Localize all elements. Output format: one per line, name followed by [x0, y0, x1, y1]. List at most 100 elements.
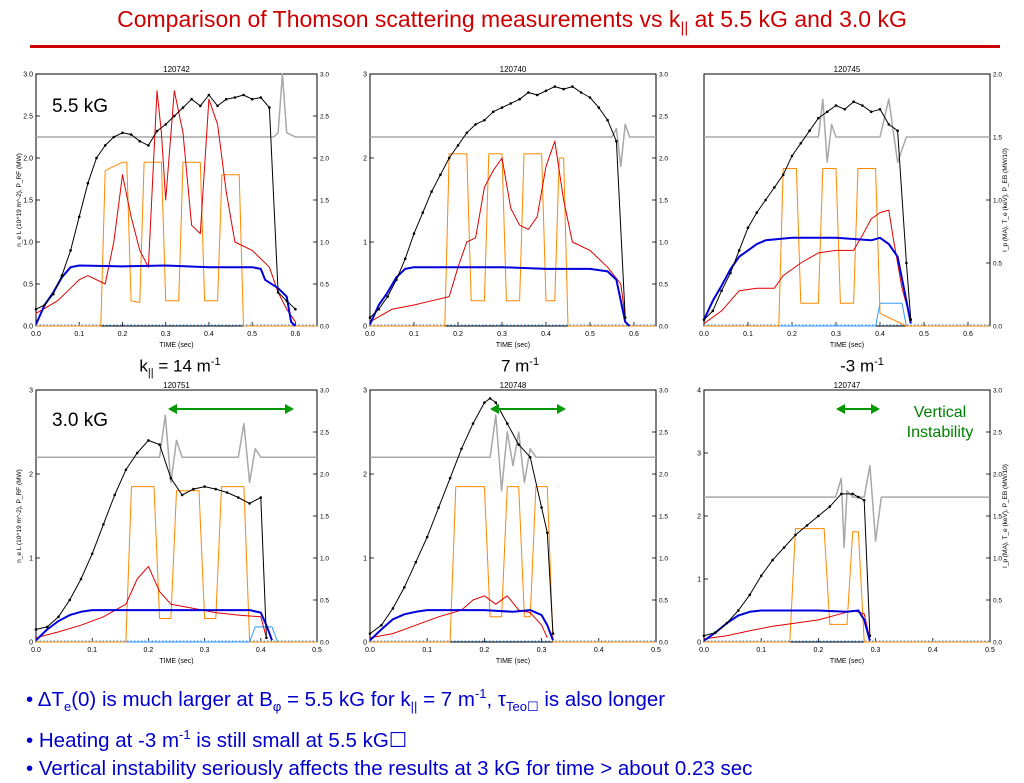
title-text: Comparison of Thomson scattering measure… [117, 6, 681, 32]
y2-tick-label: 1.5 [993, 135, 1002, 142]
x-tick-label: 0.0 [31, 331, 41, 338]
data-point [857, 495, 860, 499]
data-point [95, 156, 98, 160]
series-gray [370, 123, 656, 168]
series-red [35, 90, 296, 323]
y-tick-label: 2.5 [23, 114, 33, 121]
data-point [606, 118, 609, 122]
instability-arrow-3 [836, 404, 880, 414]
data-point [60, 274, 64, 277]
y-tick-label: 1 [363, 240, 367, 247]
data-point [500, 106, 504, 109]
x-tick-label: 0.1 [74, 331, 84, 338]
data-point [86, 181, 90, 185]
data-point [103, 144, 107, 147]
data-point [597, 106, 601, 109]
y2-tick-label: 1.5 [320, 514, 329, 521]
data-point [834, 104, 838, 107]
data-point [465, 131, 469, 135]
y-tick-label: 0 [363, 324, 367, 331]
instability-arrow-2 [490, 404, 566, 414]
data-point [190, 97, 193, 101]
series-red [369, 595, 548, 639]
y2-tick-label: 1.0 [659, 240, 668, 247]
data-point [207, 93, 211, 97]
x-tick-label: 0.6 [291, 331, 301, 338]
data-point [862, 499, 866, 502]
series-black [369, 397, 554, 635]
data-point [808, 129, 811, 132]
x-tick-label: 0.2 [118, 331, 128, 338]
data-point [437, 506, 440, 509]
data-point [102, 523, 105, 526]
data-point [52, 292, 55, 296]
data-point [825, 110, 829, 114]
data-point [790, 154, 794, 158]
data-point [851, 492, 854, 496]
x-tick-label: 0.5 [985, 647, 995, 654]
data-point [57, 615, 60, 619]
shot-number: 120747 [834, 381, 861, 390]
data-point [579, 91, 583, 94]
series-blue [703, 236, 912, 324]
data-point [112, 135, 116, 139]
y2-tick-label: 0.0 [320, 640, 329, 647]
y-tick-label: 1 [697, 577, 701, 584]
x-tick-label: 0.2 [814, 647, 824, 654]
data-point [439, 173, 442, 177]
field-label-5-5kG: 5.5 kG [50, 96, 110, 118]
x-tick-label: 0.5 [312, 647, 322, 654]
y2-tick-label: 2.0 [659, 472, 668, 479]
data-point [380, 623, 383, 627]
instability-arrow-1 [168, 404, 294, 414]
data-point [471, 422, 475, 425]
series-red [35, 565, 267, 639]
y2-tick-label: 0.5 [659, 598, 668, 605]
data-point [403, 257, 407, 261]
series-orange [370, 486, 656, 643]
series-black [35, 439, 267, 638]
x-tick-label: 0.4 [256, 647, 266, 654]
y2-tick-label: 3.0 [659, 388, 668, 395]
series-blue [35, 609, 273, 642]
shot-number: 120751 [163, 381, 190, 390]
x-tick-label: 0.3 [161, 331, 171, 338]
series-blue [703, 609, 871, 642]
y2-tick-label: 0.5 [320, 282, 329, 289]
y-tick-label: 3 [29, 388, 33, 395]
title-subscript: || [680, 19, 689, 37]
data-point [265, 636, 268, 640]
x-tick-label: 0.0 [365, 331, 375, 338]
data-point [764, 198, 767, 202]
data-point [147, 144, 150, 147]
y-axis-label: n_e L (10^19 m^-2), P_RF (MW) [16, 153, 23, 247]
data-point [181, 106, 185, 109]
data-point [725, 621, 729, 625]
data-point [242, 93, 245, 97]
data-point [248, 502, 251, 505]
series-orange [704, 528, 990, 643]
data-point [714, 631, 717, 634]
x-tick-label: 0.0 [31, 647, 41, 654]
y2-tick-label: 1.5 [659, 514, 668, 521]
y2-tick-label: 3.0 [659, 72, 668, 79]
data-point [748, 593, 752, 597]
x-tick-label: 0.6 [629, 331, 639, 338]
bullet-item-2: • Heating at -3 m-1 is still small at 5.… [26, 726, 408, 752]
data-point [494, 401, 498, 404]
data-point [224, 97, 228, 101]
slide-title: Comparison of Thomson scattering measure… [0, 6, 1024, 37]
x-tick-label: 0.2 [453, 331, 463, 338]
data-point [623, 316, 627, 319]
y2-tick-label: 0.0 [659, 324, 668, 331]
data-point [571, 85, 574, 88]
data-point [720, 289, 723, 292]
series-gray [704, 98, 990, 163]
plot-frame [703, 73, 991, 327]
data-point [528, 455, 532, 459]
data-point [483, 118, 486, 122]
data-point [553, 85, 557, 88]
data-point [294, 307, 297, 311]
y-tick-label: 1.5 [23, 198, 33, 205]
y2-tick-label: 1.0 [320, 240, 329, 247]
